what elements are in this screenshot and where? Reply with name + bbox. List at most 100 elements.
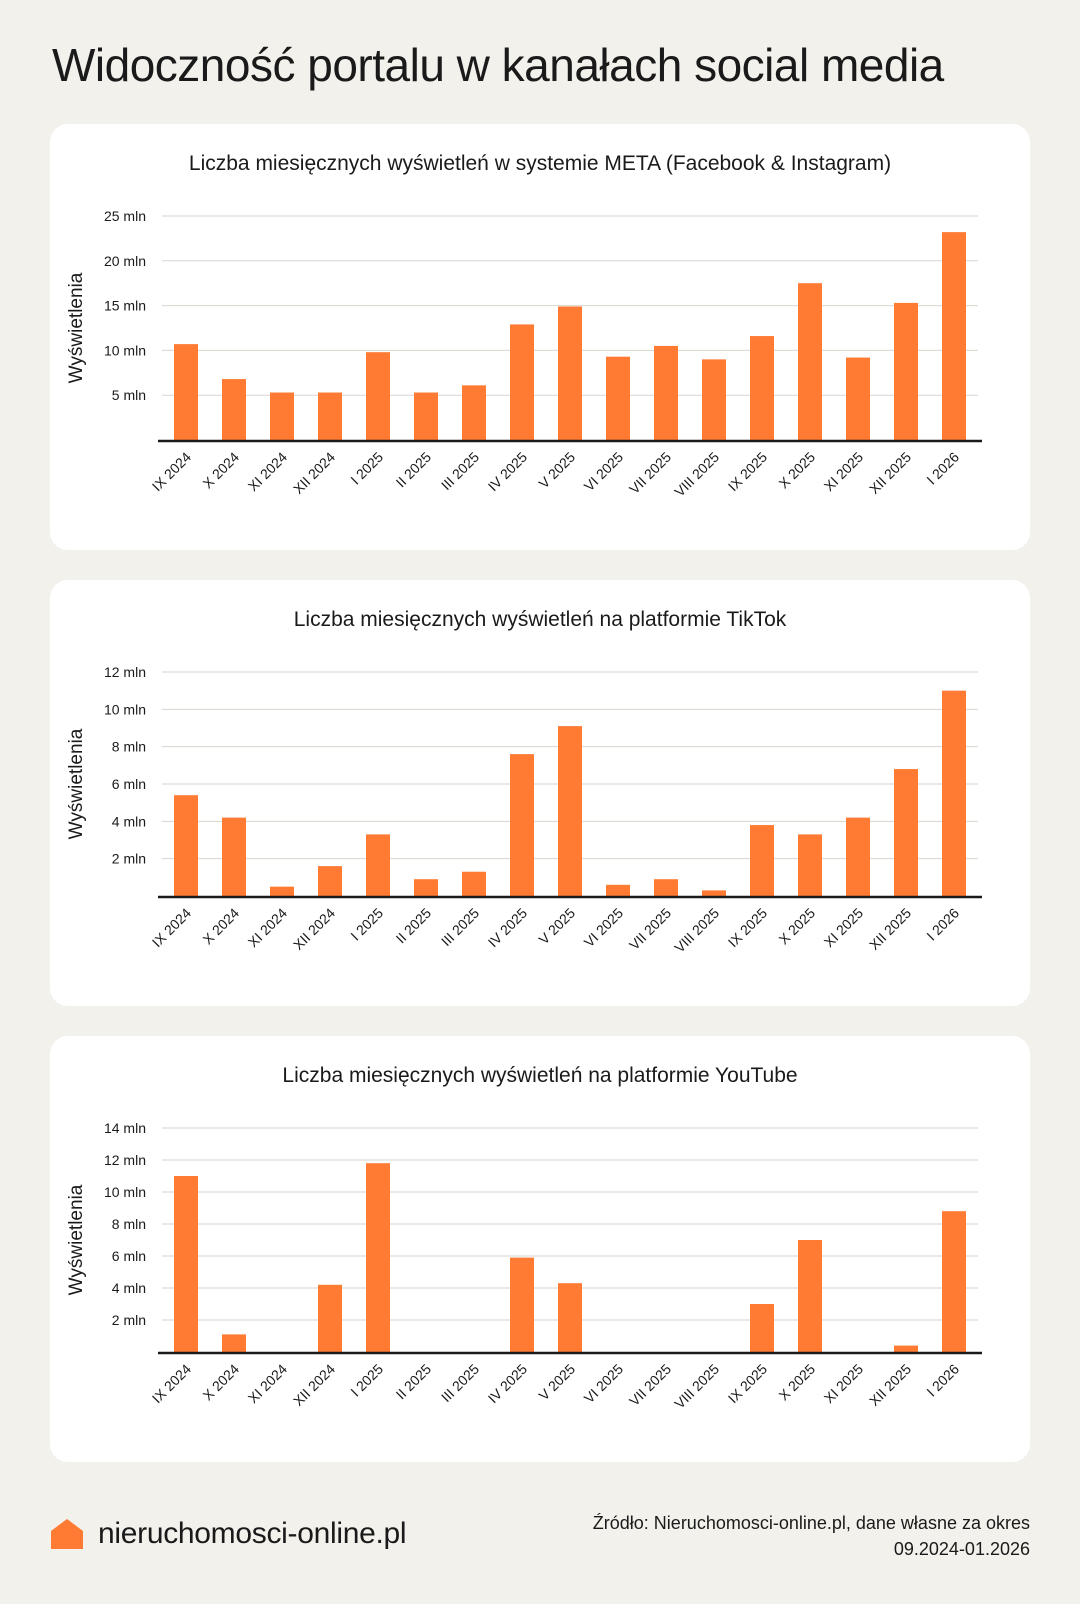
bar [702, 359, 726, 440]
x-tick-label: XI 2024 [245, 905, 291, 951]
x-tick-label: X 2024 [199, 905, 242, 948]
chart-card-meta: Liczba miesięcznych wyświetleń w systemi… [50, 124, 1030, 550]
bar [510, 1257, 534, 1352]
y-axis-label: Wyświetlenia [66, 728, 87, 839]
bar [894, 302, 918, 440]
x-tick-label: I 2026 [923, 1361, 962, 1400]
source-line-2: 09.2024-01.2026 [893, 1539, 1030, 1559]
bar [942, 232, 966, 440]
y-tick-label: 6 mln [112, 1248, 146, 1264]
chart-tiktok: Liczba miesięcznych wyświetleń na platfo… [66, 608, 982, 956]
y-axis-label: Wyświetlenia [66, 1184, 87, 1295]
page-title: Widoczność portalu w kanałach social med… [52, 39, 944, 91]
bar [318, 1284, 342, 1352]
bar [270, 392, 294, 440]
x-tick-label: XII 2025 [866, 905, 914, 953]
x-tick-label: X 2025 [775, 1361, 818, 1404]
bar [606, 884, 630, 896]
y-axis-label: Wyświetlenia [66, 272, 87, 383]
bar [654, 345, 678, 440]
bar [318, 392, 342, 440]
x-tick-label: IX 2025 [725, 449, 771, 495]
x-tick-label: VIII 2025 [671, 449, 722, 500]
source-line-1: Źródło: Nieruchomosci-online.pl, dane wł… [592, 1513, 1030, 1533]
bar [798, 283, 822, 440]
bar [414, 879, 438, 896]
bar [654, 879, 678, 896]
x-tick-label: IX 2024 [149, 905, 195, 951]
bar [366, 834, 390, 896]
brand-logo[interactable]: nieruchomosci-online.pl [50, 1514, 407, 1554]
y-tick-label: 20 mln [104, 253, 146, 269]
bar [462, 385, 486, 440]
y-tick-label: 8 mln [112, 739, 146, 755]
bar [510, 754, 534, 896]
x-tick-label: XI 2025 [821, 905, 867, 951]
bar [558, 306, 582, 440]
x-tick-label: V 2025 [535, 1361, 578, 1404]
bar [846, 817, 870, 896]
x-tick-label: XI 2024 [245, 449, 291, 495]
x-tick-label: I 2025 [347, 905, 386, 944]
x-tick-label: X 2024 [199, 449, 242, 492]
x-tick-label: X 2025 [775, 449, 818, 492]
house-icon [51, 1519, 83, 1549]
y-tick-label: 8 mln [112, 1216, 146, 1232]
x-tick-label: VIII 2025 [671, 905, 722, 956]
x-tick-label: II 2025 [393, 1361, 435, 1403]
bar [174, 795, 198, 896]
x-tick-label: VIII 2025 [671, 1361, 722, 1412]
bar [174, 1176, 198, 1352]
x-tick-label: IX 2025 [725, 905, 771, 951]
x-tick-label: VII 2025 [626, 905, 674, 953]
x-tick-label: XII 2024 [290, 449, 338, 497]
x-tick-label: VI 2025 [581, 1361, 627, 1407]
y-tick-label: 15 mln [104, 298, 146, 314]
bar [894, 769, 918, 896]
chart-title: Liczba miesięcznych wyświetleń w systemi… [189, 152, 891, 175]
bar [750, 336, 774, 440]
x-tick-label: IV 2025 [485, 905, 531, 951]
y-tick-label: 5 mln [112, 387, 146, 403]
bar [942, 1211, 966, 1352]
x-tick-label: VI 2025 [581, 905, 627, 951]
x-tick-label: V 2025 [535, 449, 578, 492]
x-tick-label: III 2025 [438, 449, 482, 493]
bar [558, 726, 582, 896]
x-tick-label: IX 2025 [725, 1361, 771, 1407]
x-tick-label: X 2024 [199, 1361, 242, 1404]
bar [894, 1345, 918, 1352]
bar [366, 1163, 390, 1352]
x-tick-label: VII 2025 [626, 1361, 674, 1409]
bar [222, 379, 246, 440]
bar [462, 871, 486, 896]
source-note: Źródło: Nieruchomosci-online.pl, dane wł… [470, 1510, 1030, 1562]
bar [222, 817, 246, 896]
x-tick-label: II 2025 [393, 449, 435, 491]
bar [174, 344, 198, 440]
chart-title: Liczba miesięcznych wyświetleń na platfo… [294, 608, 787, 631]
y-tick-label: 12 mln [104, 1152, 146, 1168]
x-tick-label: III 2025 [438, 905, 482, 949]
y-tick-label: 4 mln [112, 1280, 146, 1296]
bar [702, 890, 726, 896]
chart-meta: Liczba miesięcznych wyświetleń w systemi… [66, 152, 982, 500]
x-tick-label: VII 2025 [626, 449, 674, 497]
y-tick-label: 2 mln [112, 851, 146, 867]
brand-name: nieruchomosci-online.pl [98, 1517, 407, 1550]
x-tick-label: XII 2024 [290, 905, 338, 953]
x-tick-label: XII 2025 [866, 1361, 914, 1409]
x-tick-label: XI 2025 [821, 449, 867, 495]
x-tick-label: V 2025 [535, 905, 578, 948]
x-tick-label: IV 2025 [485, 449, 531, 495]
y-tick-label: 10 mln [104, 342, 146, 358]
y-tick-label: 6 mln [112, 776, 146, 792]
y-tick-label: 25 mln [104, 208, 146, 224]
x-tick-label: III 2025 [438, 1361, 482, 1405]
x-tick-label: I 2025 [347, 449, 386, 488]
x-tick-label: IX 2024 [149, 1361, 195, 1407]
x-tick-label: XII 2025 [866, 449, 914, 497]
bar [318, 866, 342, 896]
bar [414, 392, 438, 440]
bar [750, 825, 774, 896]
